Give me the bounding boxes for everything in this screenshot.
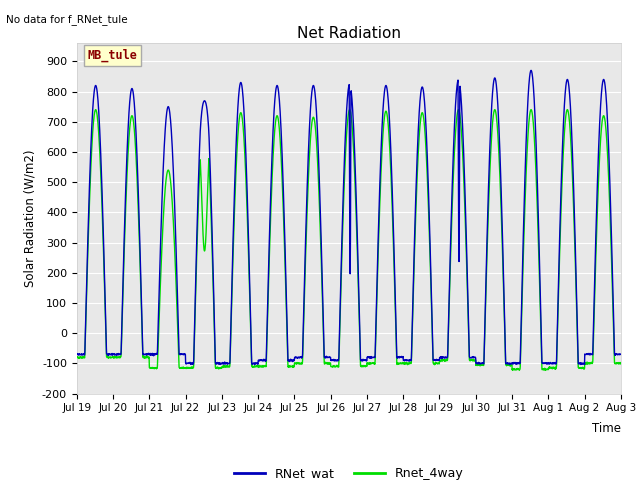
Text: No data for f_RNet_tule: No data for f_RNet_tule <box>6 14 128 25</box>
Text: MB_tule: MB_tule <box>88 49 138 62</box>
X-axis label: Time: Time <box>592 421 621 434</box>
Legend: RNet_wat, Rnet_4way: RNet_wat, Rnet_4way <box>229 462 468 480</box>
Title: Net Radiation: Net Radiation <box>297 25 401 41</box>
Y-axis label: Solar Radiation (W/m2): Solar Radiation (W/m2) <box>24 150 36 287</box>
